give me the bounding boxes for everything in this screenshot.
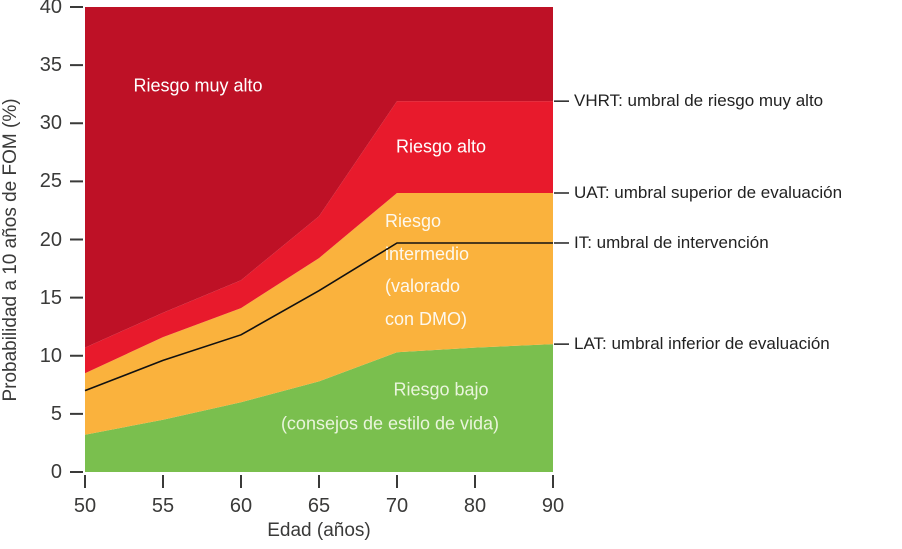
zone-label-very-high-risk: Riesgo muy alto: [133, 75, 263, 96]
zone-label-line: (valorado: [385, 276, 461, 296]
x-tick-label: 80: [463, 495, 487, 517]
zone-label-line: con DMO): [385, 308, 468, 329]
y-tick-label: 20: [39, 228, 62, 251]
risk-zone-0: [85, 344, 553, 472]
y-tick-label: 5: [50, 402, 62, 425]
x-axis-title: Edad (años): [267, 520, 371, 541]
y-tick-label: 35: [39, 54, 62, 77]
annotation-it: IT: umbral de intervención: [574, 232, 769, 254]
zone-label-line: intermedio: [385, 243, 470, 264]
annotation-label: IT: umbral de intervención: [574, 232, 769, 252]
intervention-threshold-line: [84, 242, 553, 392]
zone-label-intermediate-risk: Riesgo intermedio (valorado con DMO): [385, 205, 469, 335]
x-tick-label: 55: [151, 495, 175, 517]
annotation-label: UAT: umbral superior de evaluación: [574, 183, 843, 202]
annotation-label: LAT: umbral inferior de evaluación: [574, 334, 830, 354]
zone-label-line: Riesgo: [385, 211, 442, 231]
zone-label-low-risk: Riesgo bajo: [393, 379, 489, 400]
x-tick-label: 90: [541, 495, 565, 517]
annotation-uat: UAT: umbral superior de evaluación: [574, 182, 842, 204]
annotation-label: VHRT: umbral de riesgo muy alto: [574, 91, 824, 111]
y-tick-label: 30: [39, 112, 62, 135]
y-tick-label: 25: [39, 170, 62, 193]
zone-label-high-risk: Riesgo alto: [395, 136, 487, 157]
y-tick-label: 15: [39, 286, 62, 309]
x-tick-label: 65: [307, 495, 331, 517]
risk-zone-2: [85, 101, 553, 374]
zone-label-low-risk-subtitle: (consejos de estilo de vida): [280, 413, 500, 434]
x-tick-label: 50: [73, 495, 97, 517]
x-tick-label: 60: [229, 495, 253, 517]
annotation-lat: LAT: umbral inferior de evaluación: [574, 333, 830, 355]
y-tick-label: 0: [50, 461, 62, 483]
risk-zone-3: [85, 7, 553, 348]
y-tick-label: 10: [39, 344, 62, 367]
annotation-vhrt: VHRT: umbral de riesgo muy alto: [574, 90, 823, 112]
risk-zone-1: [85, 193, 553, 435]
y-tick-label: 40: [39, 0, 62, 18]
x-tick-label: 70: [385, 495, 409, 517]
